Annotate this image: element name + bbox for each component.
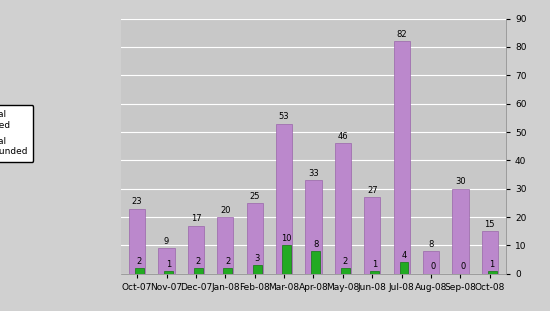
Text: 82: 82 <box>397 30 407 39</box>
Text: 10: 10 <box>281 234 292 243</box>
Bar <box>341 268 350 274</box>
Text: 2: 2 <box>225 257 230 266</box>
Bar <box>158 248 175 274</box>
Bar <box>311 251 320 274</box>
Text: 23: 23 <box>132 197 142 206</box>
Text: 1: 1 <box>166 260 172 269</box>
Text: 0: 0 <box>431 262 436 272</box>
Text: 15: 15 <box>485 220 495 229</box>
Bar <box>399 262 409 274</box>
Bar <box>223 268 232 274</box>
Bar <box>246 203 263 274</box>
Text: 4: 4 <box>402 251 406 260</box>
Bar <box>188 225 204 274</box>
Bar <box>217 217 233 274</box>
Text: 2: 2 <box>196 257 201 266</box>
Bar <box>252 265 261 274</box>
Bar <box>129 208 145 274</box>
Bar <box>423 251 439 274</box>
Text: 30: 30 <box>455 177 466 186</box>
Bar <box>282 245 291 274</box>
Text: 1: 1 <box>372 260 377 269</box>
Bar <box>482 231 498 274</box>
Text: 3: 3 <box>255 254 260 263</box>
Text: 46: 46 <box>338 132 348 141</box>
Text: 1: 1 <box>490 260 495 269</box>
Bar <box>364 197 381 274</box>
Text: 53: 53 <box>279 112 289 121</box>
Bar <box>194 268 203 274</box>
Bar <box>135 268 144 274</box>
Legend: Total
Killed, Total
Wounded: Total Killed, Total Wounded <box>0 105 34 162</box>
Text: 9: 9 <box>164 237 169 246</box>
Text: 8: 8 <box>313 240 318 249</box>
Bar <box>305 180 322 274</box>
Text: 25: 25 <box>250 192 260 201</box>
Text: 33: 33 <box>308 169 319 178</box>
Text: 0: 0 <box>460 262 465 272</box>
Bar <box>394 41 410 274</box>
Bar <box>370 271 379 274</box>
Bar <box>335 143 351 274</box>
Text: 2: 2 <box>343 257 348 266</box>
Text: 17: 17 <box>191 214 201 223</box>
Text: 27: 27 <box>367 186 378 195</box>
Bar <box>164 271 173 274</box>
Bar <box>452 189 469 274</box>
Text: 8: 8 <box>428 240 434 249</box>
Bar <box>276 123 292 274</box>
Text: 20: 20 <box>220 206 230 215</box>
Text: 2: 2 <box>137 257 142 266</box>
Bar <box>488 271 497 274</box>
